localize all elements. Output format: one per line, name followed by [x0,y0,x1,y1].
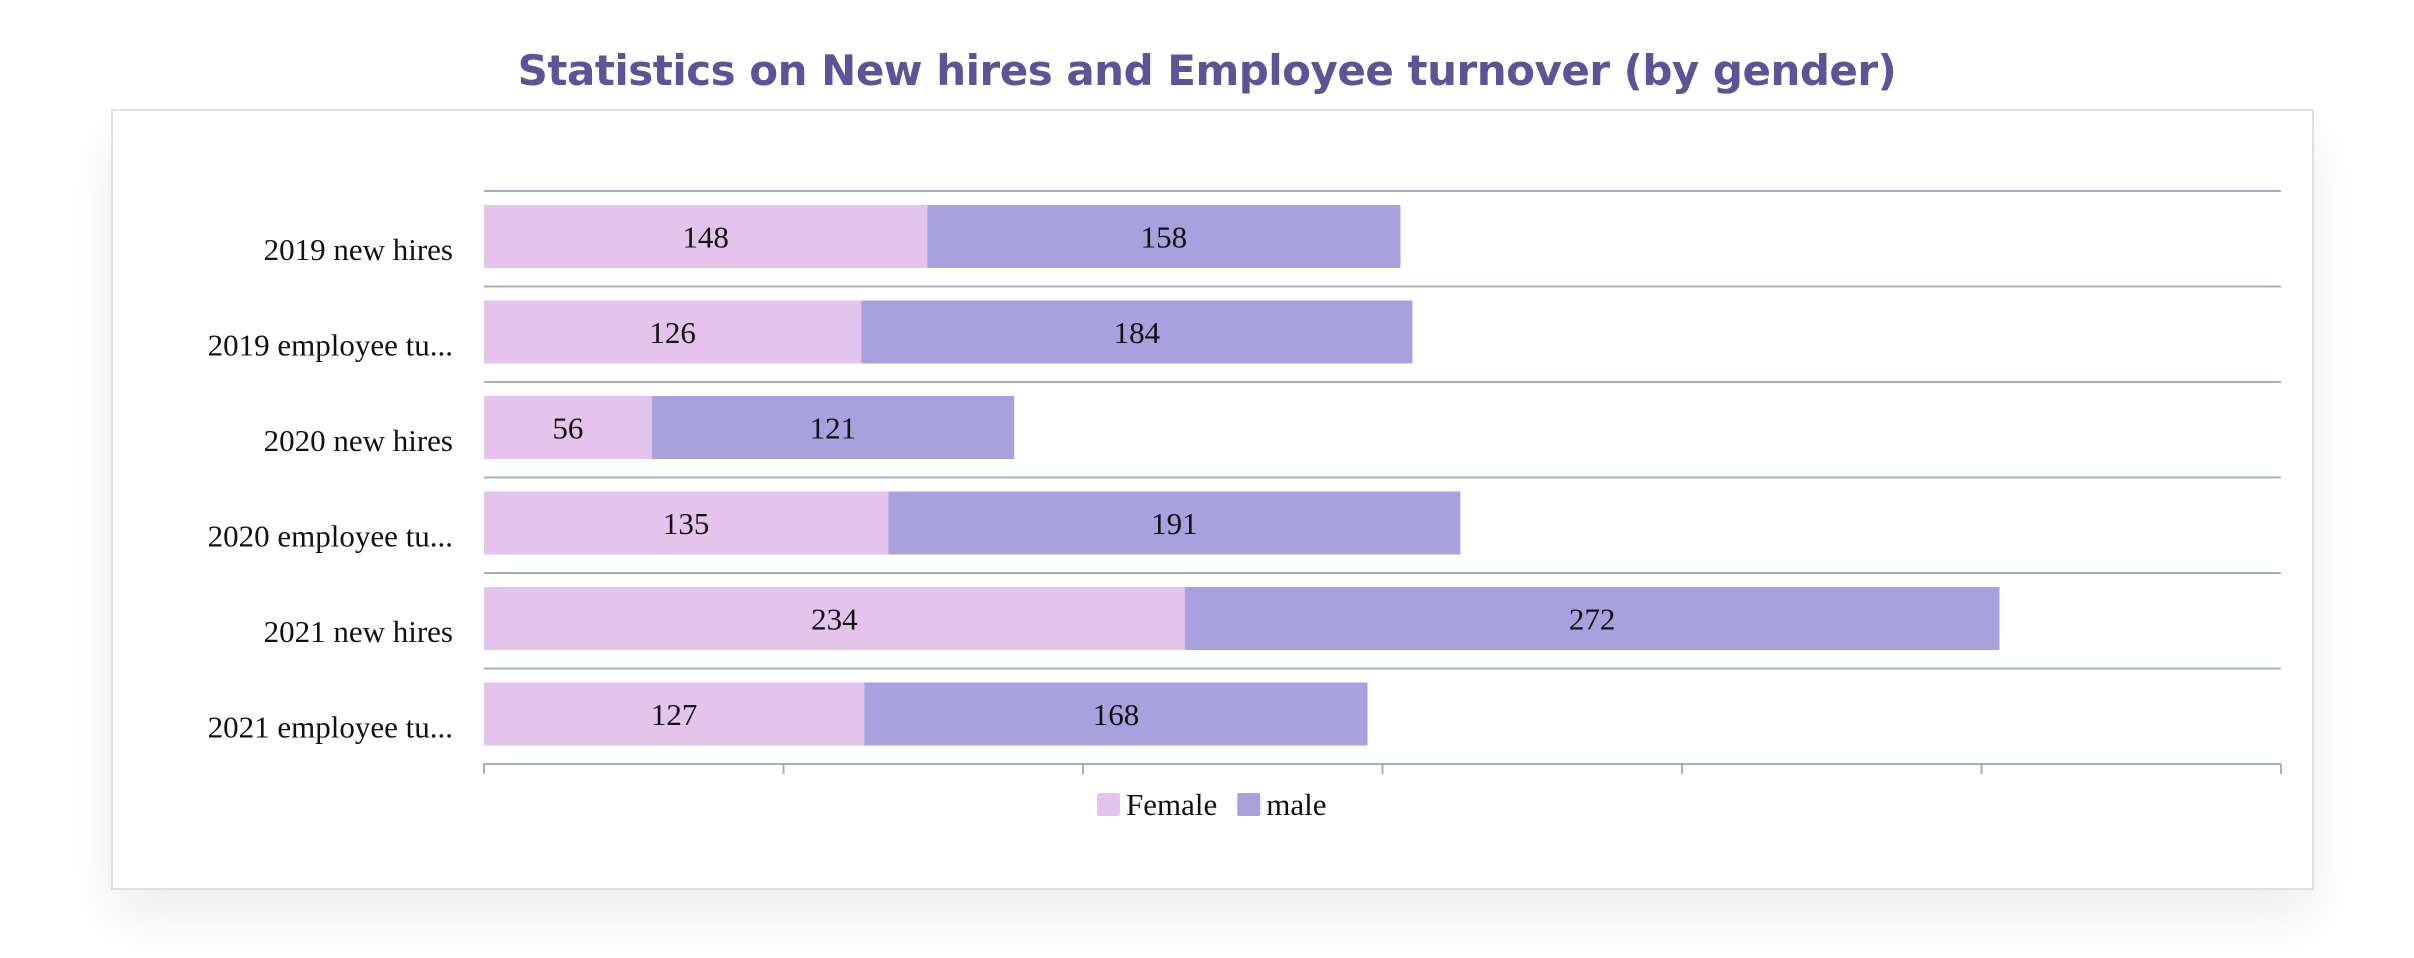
category-label: 2020 employee tu... [208,518,453,553]
bar-female-3 [484,396,652,459]
data-label: 148 [682,220,729,255]
bar-female-5 [484,587,1185,650]
category-label: 2021 employee tu... [208,709,453,744]
bar-male-2 [861,300,1413,364]
legend-label: Female [1126,787,1217,822]
legend-swatch-female [1097,793,1120,816]
data-label: 135 [663,506,710,541]
legend-label: male [1266,787,1326,822]
chart-canvas: 148 158 2019 new hires 126 184 2019 employee … [208,190,2282,822]
bar-female-4 [484,491,889,555]
category-label: 2021 new hires [264,614,453,649]
chart-card: 148 158 2019 new hires 126 184 2019 employee … [111,109,2314,890]
data-label: 158 [1141,220,1188,255]
category-label: 2019 new hires [264,232,453,267]
data-label: 168 [1093,697,1140,732]
data-label: 121 [810,411,857,446]
bar-male-4 [888,491,1461,555]
bar-male-1 [927,205,1401,268]
data-label: 184 [1114,315,1161,350]
bar-male-6 [864,682,1368,746]
data-label: 272 [1569,602,1616,637]
bar-female-2 [484,300,862,364]
category-label: 2019 employee tu... [208,327,453,362]
category-label: 2020 new hires [264,423,453,458]
legend-swatch-male [1237,793,1261,816]
data-label: 127 [651,697,698,732]
bar-male-3 [651,396,1015,459]
data-label: 191 [1151,506,1198,541]
data-label: 234 [811,602,858,637]
data-label: 126 [649,315,696,350]
bar-female-6 [484,682,865,746]
data-label: 56 [552,411,583,446]
chart-title: Statistics on New hires and Employee tur… [517,46,1897,95]
bar-male-5 [1184,587,2000,650]
bar-female-1 [484,205,928,268]
